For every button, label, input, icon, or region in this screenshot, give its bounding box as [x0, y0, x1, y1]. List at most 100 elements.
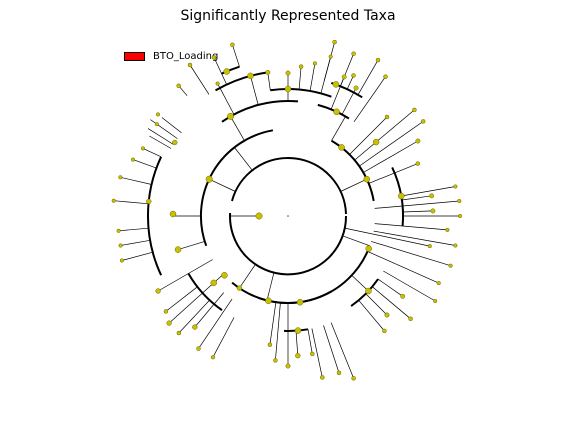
leaf-edge	[232, 44, 240, 67]
taxon-node	[227, 112, 234, 120]
clade-arc	[187, 273, 223, 312]
taxon-node	[169, 210, 177, 218]
leaf-node	[265, 69, 271, 75]
leaf-edge	[323, 42, 335, 81]
taxon-node	[398, 192, 405, 200]
leaf-node	[215, 81, 220, 86]
leaf-edge	[323, 325, 340, 374]
leaf-edge	[120, 176, 152, 185]
taxon-node	[223, 68, 230, 75]
leaf-edge	[371, 241, 451, 267]
leaf-edge	[377, 278, 403, 297]
leaf-edge	[113, 200, 149, 205]
clade-arc	[270, 87, 332, 98]
leaf-node	[332, 39, 337, 45]
leaf-edge	[250, 75, 259, 105]
leaf-node	[351, 376, 356, 381]
clade-arc	[330, 81, 363, 99]
leaf-node	[420, 119, 426, 124]
clade-arc	[317, 103, 350, 120]
leaf-node	[166, 320, 172, 326]
taxon-node	[210, 279, 217, 287]
leaf-edge	[354, 109, 415, 161]
taxon-node	[365, 287, 372, 295]
leaf-edge	[194, 292, 224, 328]
cladogram-nodes	[111, 39, 463, 381]
branch-edge	[331, 116, 346, 141]
leaf-node	[312, 61, 317, 66]
branch-edge	[230, 116, 245, 141]
leaf-node	[298, 64, 304, 69]
leaf-node	[383, 74, 388, 79]
branch-edge	[266, 272, 275, 301]
leaf-edge	[157, 259, 213, 292]
leaf-edge	[368, 163, 418, 184]
leaf-edge	[359, 121, 424, 167]
order-arc-top	[221, 99, 299, 123]
leaf-node	[118, 243, 123, 248]
taxon-node	[296, 298, 304, 306]
leaf-node	[448, 263, 453, 268]
branch-edge	[150, 119, 178, 139]
leaf-edge	[373, 230, 456, 246]
leaf-node	[163, 309, 169, 314]
leaf-edge	[142, 148, 162, 158]
leaf-node	[273, 358, 278, 363]
leaf-node	[116, 228, 121, 233]
leaf-node	[384, 312, 390, 318]
taxon-node	[363, 175, 371, 183]
leaf-edge	[353, 76, 386, 123]
leaf-edge	[178, 299, 210, 334]
leaf-edge	[198, 298, 233, 349]
leaf-edge	[383, 270, 436, 302]
leaf-edge	[340, 53, 354, 87]
taxon-node	[365, 245, 372, 252]
branch-edge	[149, 135, 172, 149]
class-arc-upper	[231, 157, 347, 215]
leaf-node	[267, 342, 273, 347]
clade-arc	[215, 71, 268, 92]
leaf-edge	[132, 159, 157, 169]
leaf-node	[415, 138, 421, 144]
leaf-node	[140, 146, 146, 151]
taxon-node	[265, 297, 272, 305]
leaf-node	[382, 328, 387, 334]
leaf-edge	[372, 286, 411, 320]
branch-edge	[147, 128, 174, 145]
leaf-node	[118, 175, 123, 180]
taxon-node	[221, 272, 228, 279]
leaf-node	[341, 74, 347, 80]
order-arc-right	[231, 245, 371, 304]
clade-arc	[330, 139, 375, 202]
legend-label: BTO_Loading	[153, 51, 219, 62]
leaf-edge	[269, 302, 277, 345]
taxon-node	[205, 175, 213, 183]
leaf-edge	[212, 317, 235, 358]
leaf-node	[176, 330, 182, 336]
taxon-node	[372, 138, 380, 146]
taxon-node	[294, 327, 302, 334]
taxon-node	[332, 81, 340, 88]
leaf-edge	[363, 140, 419, 173]
leaf-node	[285, 70, 291, 76]
leaf-node	[351, 73, 356, 78]
taxon-node	[146, 198, 152, 205]
leaf-node	[328, 54, 333, 59]
leaf-edge	[267, 72, 271, 91]
taxon-node	[247, 72, 254, 80]
taxon-node	[155, 112, 161, 117]
taxon-node	[174, 246, 182, 253]
leaf-edge	[307, 329, 313, 354]
leaf-node	[415, 161, 421, 166]
leaf-edge	[189, 64, 210, 95]
leaf-node	[187, 62, 193, 68]
legend-swatch	[124, 52, 145, 61]
leaf-node	[429, 193, 435, 199]
leaf-edge	[295, 330, 299, 356]
leaf-edge	[275, 302, 281, 361]
taxon-node	[154, 122, 159, 127]
leaf-node	[119, 258, 124, 263]
leaf-edge	[367, 251, 439, 284]
leaf-node	[130, 157, 136, 162]
